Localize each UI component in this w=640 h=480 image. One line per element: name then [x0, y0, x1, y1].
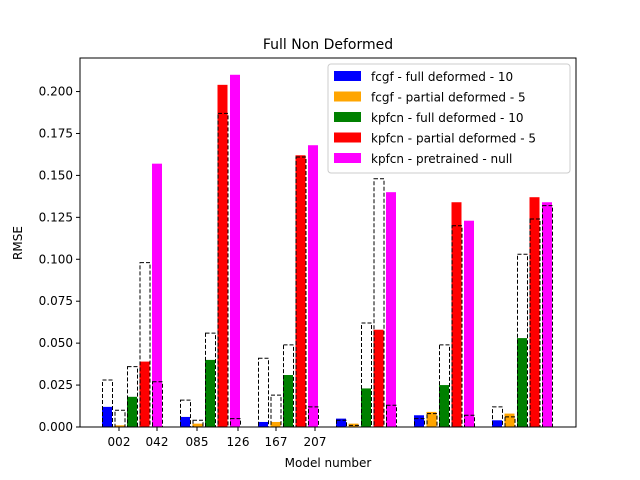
y-axis: 0.000 0.025 0.050 0.075 0.100 0.125 0.150 0.175…	[39, 85, 80, 434]
bar	[139, 361, 150, 427]
bar	[205, 359, 215, 427]
bar	[426, 411, 437, 427]
bar	[336, 418, 346, 427]
reference-outline-bar	[270, 394, 282, 428]
y-tick-label: 0.050	[39, 336, 73, 350]
bar	[542, 202, 552, 427]
y-tick-label: 0.000	[39, 420, 73, 434]
bar	[373, 329, 384, 427]
x-axis-label: Model number	[285, 456, 372, 470]
y-tick-label: 0.125	[39, 210, 73, 224]
bar	[348, 423, 359, 427]
reference-outline-bar	[308, 406, 319, 428]
bar	[230, 74, 240, 427]
legend-entry-label: kpfcn - pretrained - null	[371, 152, 512, 166]
x-tick-label: 042	[146, 435, 169, 449]
legend-swatch	[334, 132, 361, 143]
legend-entry-label: fcgf - full deformed - 10	[371, 70, 513, 84]
bar	[504, 413, 515, 427]
bar	[517, 338, 527, 427]
reference-outline-bar	[139, 262, 151, 428]
reference-outline-bar	[414, 418, 425, 428]
bar	[258, 421, 268, 427]
bar	[414, 415, 424, 427]
legend-box	[327, 63, 571, 174]
legend-swatch	[334, 91, 361, 102]
bar	[529, 197, 540, 427]
reference-outline-bar	[373, 178, 385, 428]
y-axis-label: RMSE	[11, 226, 25, 260]
bar	[464, 220, 474, 427]
bar	[180, 416, 190, 427]
bar	[283, 375, 293, 427]
bar	[451, 202, 462, 427]
bar	[308, 145, 318, 427]
bar	[152, 163, 162, 427]
legend-entry-label: kpfcn - full deformed - 10	[371, 111, 523, 125]
x-tick-label: 207	[304, 435, 327, 449]
bar	[492, 420, 502, 427]
reference-outline-bar	[258, 357, 269, 428]
y-tick-label: 0.175	[39, 126, 73, 140]
bars-layer	[102, 74, 552, 428]
legend-entry-label: fcgf - partial deformed - 5	[371, 91, 526, 105]
x-tick-label: 126	[227, 435, 250, 449]
bar	[114, 425, 125, 427]
legend-entry-label: kpfcn - partial deformed - 5	[371, 132, 536, 146]
legend-swatch	[334, 71, 361, 81]
bar	[102, 406, 112, 427]
legend-swatch	[334, 112, 361, 122]
y-tick-label: 0.150	[39, 168, 73, 182]
bar	[217, 84, 228, 427]
bar	[439, 385, 449, 427]
bar	[361, 388, 371, 427]
y-tick-label: 0.200	[39, 85, 73, 99]
bar	[270, 421, 281, 427]
x-axis: 002 042 085 126 167 207	[108, 427, 327, 449]
y-tick-label: 0.025	[39, 378, 73, 392]
bar	[295, 155, 306, 428]
reference-outline-bar	[230, 418, 241, 428]
x-tick-label: 167	[265, 435, 288, 449]
y-tick-label: 0.100	[39, 252, 73, 266]
reference-outline-bar	[180, 399, 191, 428]
legend-swatch	[334, 153, 361, 163]
x-tick-label: 002	[108, 435, 131, 449]
x-tick-label: 085	[186, 435, 209, 449]
reference-outline-bar	[492, 406, 503, 428]
bar	[127, 396, 137, 427]
bar	[192, 423, 203, 427]
legend: fcgf - full deformed - 10 fcgf - partial …	[327, 63, 571, 174]
plot-frame	[79, 57, 577, 428]
reference-outline-bar	[361, 322, 372, 428]
bar	[386, 192, 396, 427]
chart-title: Full Non Deformed	[263, 37, 393, 53]
y-tick-label: 0.075	[39, 294, 73, 308]
